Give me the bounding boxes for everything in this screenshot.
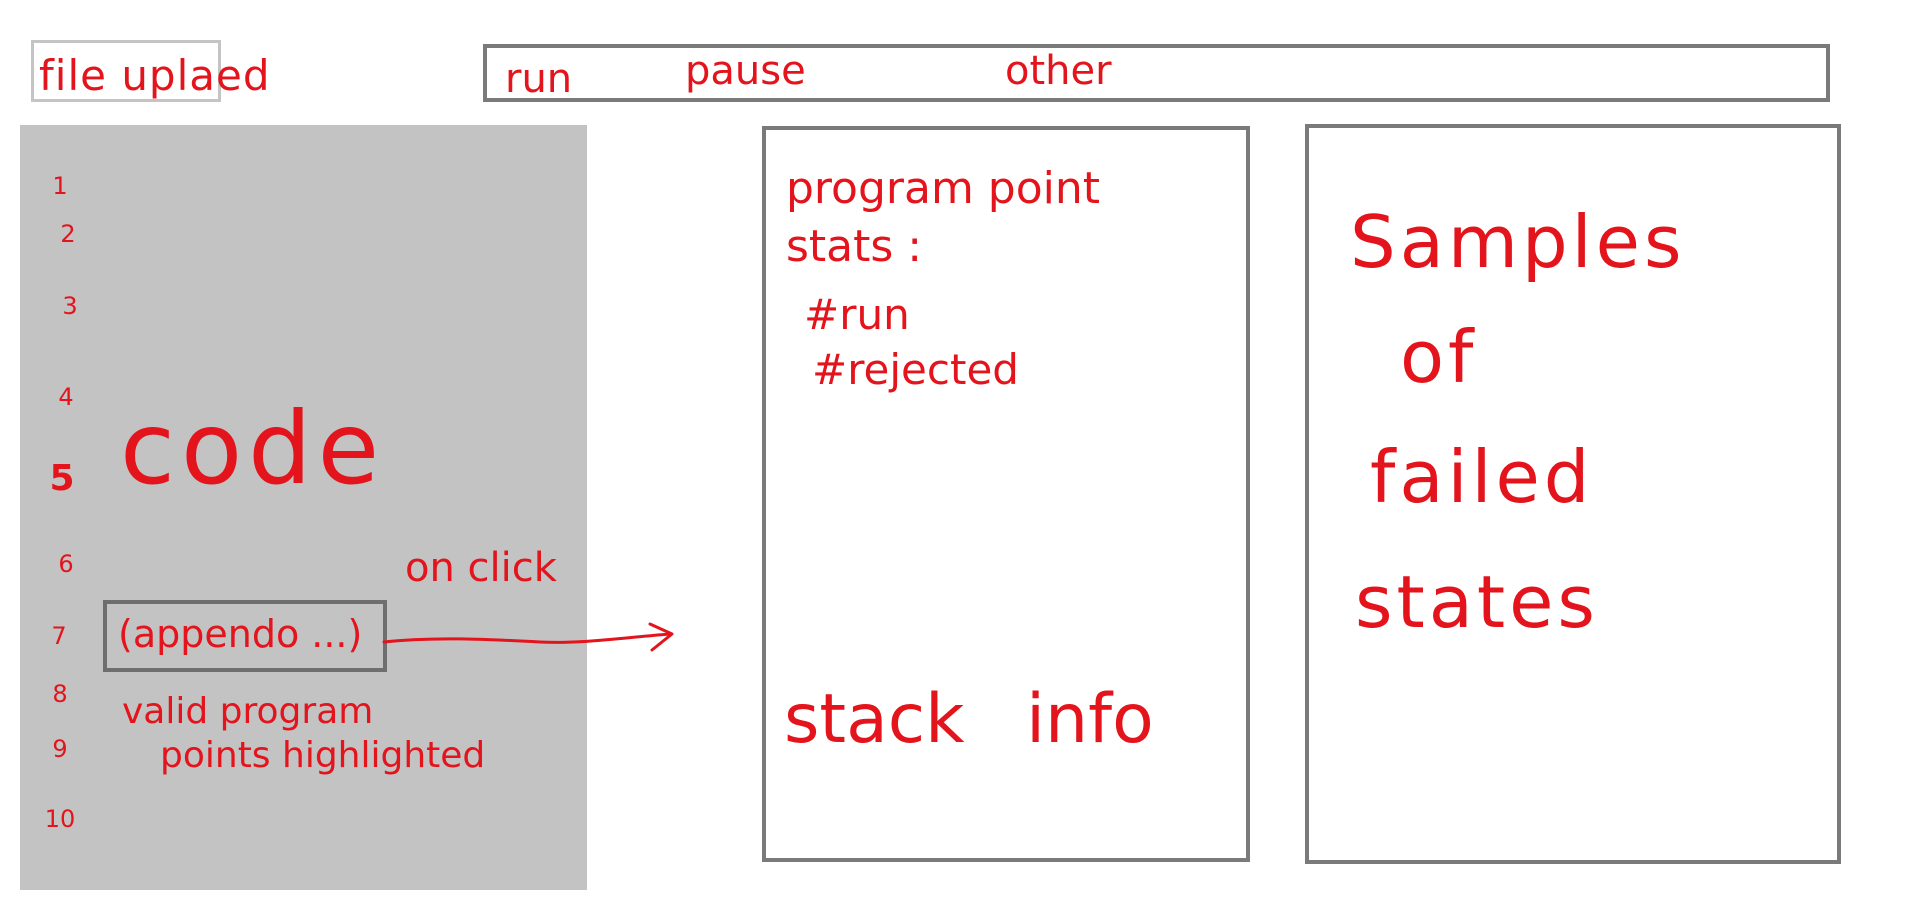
stat-run-count: #run (804, 290, 910, 339)
valid-note-line: valid program (122, 691, 374, 732)
on-click-annotation: on click (405, 545, 557, 591)
valid-note-line: points highlighted (160, 735, 486, 776)
line-number: 7 (51, 622, 67, 650)
line-number: 5 (49, 458, 75, 499)
line-number: 6 (58, 550, 74, 578)
line-number: 10 (44, 805, 76, 833)
line-number: 8 (52, 680, 68, 708)
program-point-snippet-text: (appendo ...) (118, 612, 363, 656)
code-label: code (120, 390, 386, 507)
other-button[interactable]: other (1005, 48, 1112, 94)
line-number: 1 (52, 172, 68, 200)
samples-title-word: of (1400, 315, 1478, 399)
line-number: 2 (60, 220, 76, 248)
file-upload-button[interactable] (31, 40, 221, 102)
program-point-snippet[interactable] (103, 600, 387, 672)
stats-title: program point stats : (786, 163, 1101, 272)
line-number: 3 (62, 292, 78, 320)
toolbar (483, 44, 1830, 102)
pause-button[interactable]: pause (685, 48, 806, 94)
line-number: 9 (52, 735, 68, 763)
stack-info-label: stack info (784, 680, 1154, 759)
samples-title-word: Samples (1350, 200, 1686, 284)
valid-points-annotation: valid program points highlighted (122, 690, 562, 778)
run-button[interactable]: run (505, 56, 573, 102)
samples-title-word: failed (1370, 435, 1594, 519)
failed-samples-panel (1305, 124, 1841, 864)
stat-rejected-count: #rejected (812, 345, 1019, 394)
file-upload-label: file uplaed (39, 51, 271, 100)
program-point-stats-panel (762, 126, 1250, 862)
line-number: 4 (58, 383, 74, 411)
samples-title-word: states (1355, 560, 1599, 644)
arrow-icon (382, 622, 674, 652)
code-panel (20, 125, 587, 890)
